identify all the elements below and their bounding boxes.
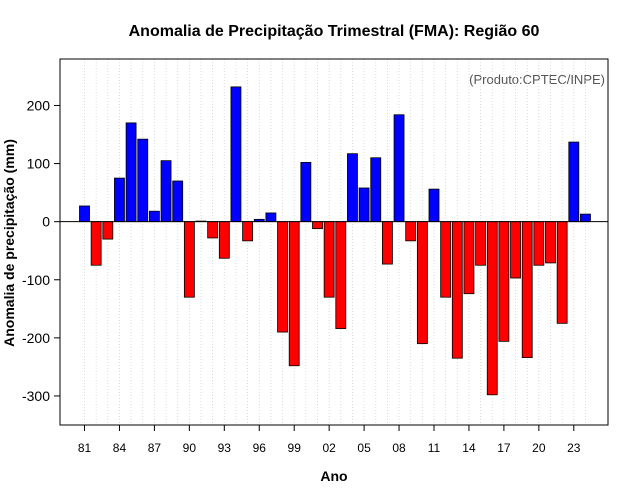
y-axis: -300 -200 -100 0 100 200 [22,97,60,404]
bar-1985 [125,122,137,223]
bar-2015 [475,221,487,266]
bar-2002 [323,221,335,298]
x-tick-label: 99 [288,441,302,455]
bar-2000 [300,162,312,223]
bar-1982 [90,221,102,266]
bar-2023 [568,141,580,223]
bar-1994 [230,86,242,223]
x-tick-label: 87 [148,441,162,455]
x-tick-label: 20 [532,441,546,455]
chart-title: Anomalia de Precipitação Trimestral (FMA… [129,23,540,40]
bar-2001 [312,221,323,230]
y-tick-label: 0 [42,214,50,230]
bar-2010 [416,221,428,345]
x-tick-label: 14 [462,441,476,455]
x-tick-label: 17 [497,441,511,455]
x-axis: 81 84 87 90 93 96 99 02 05 08 11 14 17 20 23 [78,425,581,455]
bar-2018 [510,221,521,279]
bar-series [79,86,591,396]
y-tick-label: -100 [22,272,50,288]
bar-1987 [148,210,160,223]
bar-1984 [114,177,125,223]
bar-1989 [172,180,184,223]
bar-1993 [218,221,230,259]
bar-1992 [207,221,219,239]
bar-2012 [440,221,452,298]
y-axis-label: Anomalia de precipitação (mm) [1,139,17,347]
bar-2006 [370,157,382,223]
bar-2008 [393,114,405,223]
bar-2011 [428,188,440,223]
plot-frame [59,58,609,426]
y-tick-label: 200 [27,97,51,113]
bar-2019 [521,221,533,359]
x-tick-label: 08 [392,441,406,455]
bar-1983 [102,221,114,240]
bar-1990 [183,221,195,298]
bar-2005 [358,187,370,223]
bar-2004 [347,153,358,223]
x-axis-label: Ano [320,468,347,484]
bar-2024 [580,213,591,223]
bar-1986 [137,138,149,223]
bar-2021 [545,221,556,264]
x-tick-label: 23 [567,441,581,455]
bar-2017 [498,221,510,342]
y-tick-label: -300 [22,388,50,404]
bar-2022 [556,221,568,324]
bar-2009 [405,221,417,242]
product-credit: (Produto:CPTEC/INPE) [469,72,605,87]
x-tick-label: 90 [183,441,197,455]
bar-1997 [265,212,277,223]
x-tick-label: 02 [322,441,336,455]
bar-2016 [486,221,498,396]
x-tick-label: 84 [113,441,127,455]
x-tick-label: 93 [218,441,232,455]
y-tick-label: -200 [22,330,50,346]
bar-2003 [335,221,347,329]
x-tick-label: 81 [78,441,92,455]
x-tick-label: 05 [357,441,371,455]
bar-1988 [160,160,172,223]
x-tick-label: 11 [428,441,441,455]
bar-1998 [277,221,288,333]
x-tick-label: 96 [253,441,267,455]
bar-1995 [242,221,254,242]
bar-1999 [288,221,300,367]
bar-2020 [533,221,545,266]
bar-2013 [451,221,463,359]
bar-2007 [381,221,393,265]
bar-2014 [463,221,475,295]
bar-1981 [79,205,90,223]
y-tick-label: 100 [27,156,51,172]
